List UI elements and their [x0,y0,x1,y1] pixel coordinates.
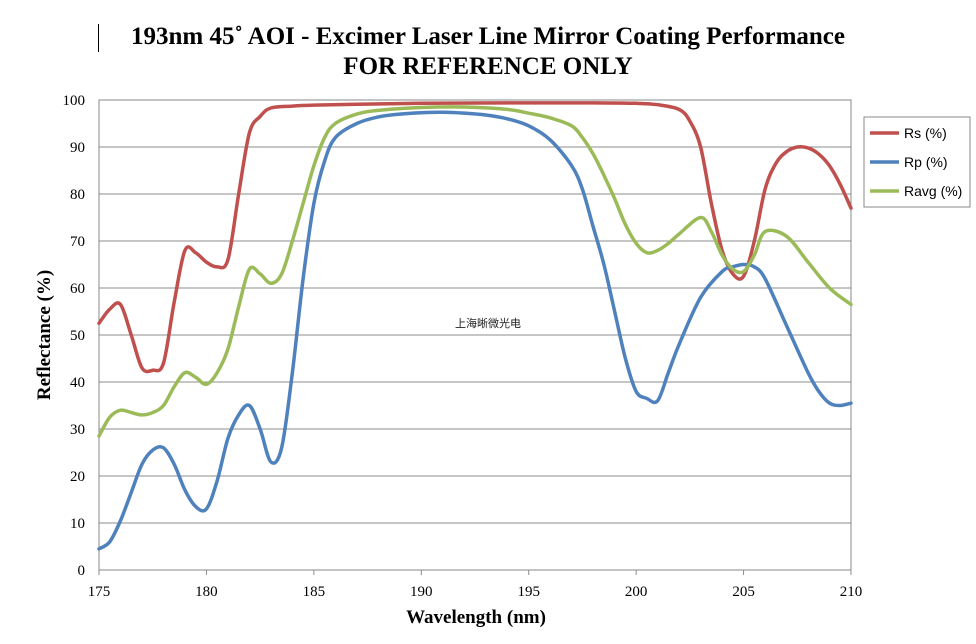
x-axis-label: Wavelength (nm) [406,607,546,628]
x-tick-label: 175 [88,584,111,600]
series-line-rp [97,110,853,551]
y-tick-label: 70 [70,234,85,250]
x-axis-ticks: 175 180 185 190 195 200 205 210 [88,570,863,600]
y-tick-label: 10 [70,516,85,532]
y-axis-ticks: 0 10 20 30 40 50 60 70 80 90 100 [63,93,86,579]
y-tick-label: 50 [70,328,85,344]
text-cursor-mark [98,24,99,52]
legend: Rs (%) Rp (%) Ravg (%) [863,116,971,208]
legend-label-ravg: Ravg (%) [904,183,962,199]
series-lines [97,101,853,551]
legend-label-rp: Rp (%) [904,154,948,170]
chart-subtitle: FOR REFERENCE ONLY [343,53,633,80]
x-tick-label: 210 [840,584,863,600]
chart-title: 193nm 45˚ AOI - Excimer Laser Line Mirro… [131,23,845,50]
y-tick-label: 100 [63,93,86,109]
x-tick-label: 200 [625,584,648,600]
y-tick-label: 90 [70,140,85,156]
y-axis-label: Reflectance (%) [34,270,55,400]
x-tick-label: 180 [195,584,218,600]
y-tick-label: 80 [70,187,85,203]
x-tick-label: 195 [517,584,540,600]
x-tick-label: 205 [732,584,755,600]
watermark-annotation: 上海晰微光电 [455,316,521,330]
y-tick-label: 60 [70,281,85,297]
y-tick-label: 0 [78,563,86,579]
x-tick-label: 185 [303,584,326,600]
y-tick-label: 30 [70,422,85,438]
legend-label-rs: Rs (%) [904,125,947,141]
y-tick-label: 20 [70,469,85,485]
series-line-ravg [97,105,853,438]
x-tick-label: 190 [410,584,433,600]
plot-area-frame [98,99,852,571]
y-tick-label: 40 [70,375,85,391]
series-line-rs [97,101,853,374]
